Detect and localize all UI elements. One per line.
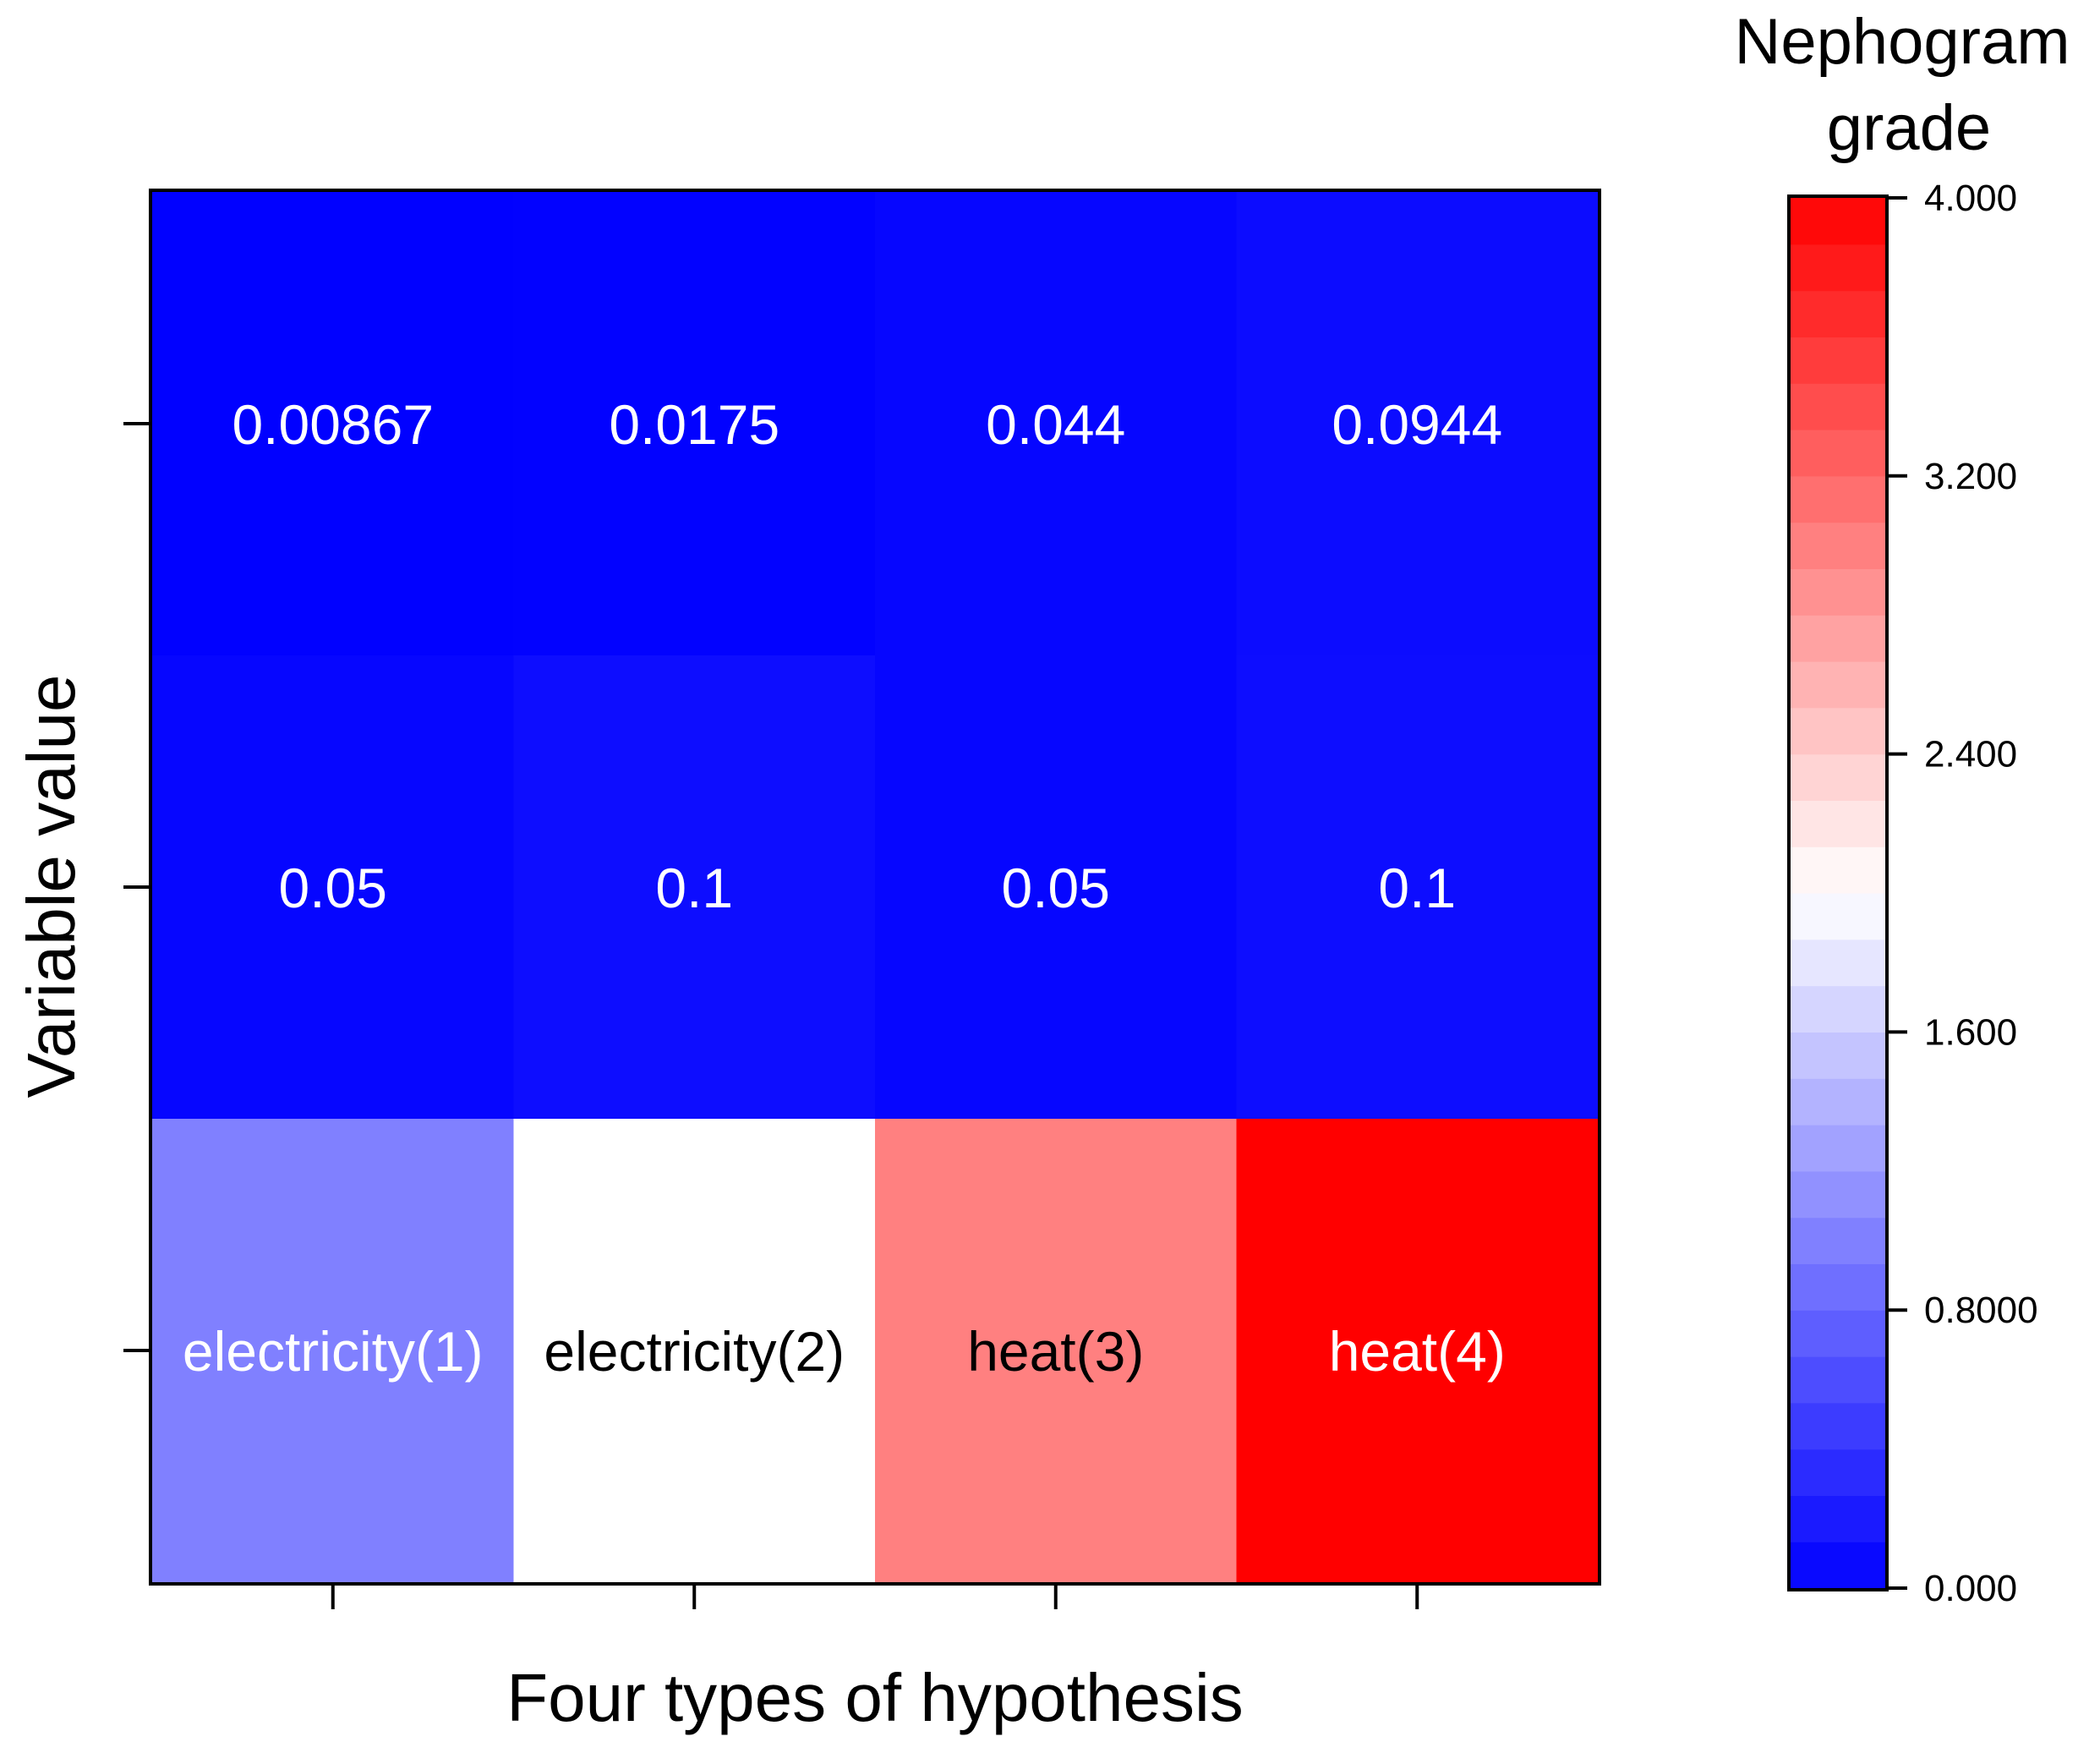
- cell-label-r3-c2: electricity(2): [544, 1320, 845, 1383]
- cell-label-r1-c4: 0.0944: [1332, 393, 1502, 456]
- cell-label-r2-c2: 0.1: [655, 857, 733, 919]
- colorbar-tick-label-3: 1.600: [1924, 1011, 2017, 1053]
- colorbar: 0.000 0.8000 1.600 2.400 3.200 4.000 Nephogra…: [1734, 6, 2070, 1609]
- colorbar-band-17: [1791, 800, 1885, 847]
- heatmap-cell-r2-c4: [1236, 655, 1599, 1120]
- colorbar-tick-label-2: 0.8000: [1924, 1290, 2038, 1331]
- colorbar-band-19: [1791, 707, 1885, 755]
- colorbar-band-9: [1791, 1170, 1885, 1219]
- cell-label-r2-c4: 0.1: [1378, 857, 1456, 919]
- heatmap-cell-r1-c3: [875, 192, 1237, 656]
- x-axis-title: Four types of hypothesis: [506, 1660, 1244, 1735]
- heatmap-cell-r3-c3: [875, 1119, 1237, 1583]
- heatmap-cell-r1-c1: [152, 192, 514, 656]
- cell-label-r2-c1: 0.05: [279, 857, 387, 919]
- colorbar-band-27: [1791, 337, 1885, 384]
- colorbar-band-28: [1791, 290, 1885, 337]
- colorbar-band-11: [1791, 1078, 1885, 1126]
- cell-label-r3-c4: heat(4): [1329, 1320, 1506, 1383]
- colorbar-band-29: [1791, 244, 1885, 292]
- heatmap-cell-r3-c1: [152, 1119, 514, 1583]
- cell-label-r1-c2: 0.0175: [609, 393, 779, 456]
- colorbar-band-2: [1791, 1495, 1885, 1542]
- colorbar-tick-label-4: 2.400: [1924, 734, 2017, 775]
- colorbar-band-16: [1791, 846, 1885, 894]
- colorbar-band-3: [1791, 1449, 1885, 1496]
- colorbar-band-21: [1791, 615, 1885, 662]
- colorbar-band-6: [1791, 1310, 1885, 1357]
- axis-ticks: [123, 422, 1419, 1609]
- heatmap-cell-r3-c2: [513, 1119, 876, 1583]
- colorbar-band-10: [1791, 1125, 1885, 1172]
- cell-label-r3-c1: electricity(1): [183, 1320, 484, 1383]
- heatmap-cell-r1-c2: [513, 192, 876, 656]
- colorbar-title-line-2: grade: [1827, 92, 1991, 164]
- colorbar-band-14: [1791, 939, 1885, 987]
- colorbar-band-20: [1791, 661, 1885, 709]
- cell-label-r1-c1: 0.00867: [232, 393, 434, 456]
- colorbar-band-4: [1791, 1402, 1885, 1450]
- colorbar-frame: [1787, 194, 1889, 1591]
- colorbar-band-8: [1791, 1217, 1885, 1264]
- colorbar-bands: [1791, 198, 1885, 1589]
- colorbar-band-24: [1791, 475, 1885, 523]
- y-axis-title: Variable value: [14, 674, 89, 1098]
- heatmap-cells: [152, 192, 1599, 1583]
- cell-labels: 0.00867 0.0175 0.044 0.0944 0.05 0.1 0.05 0.1 el…: [183, 393, 1506, 1383]
- heatmap-cell-r2-c2: [513, 655, 876, 1120]
- colorbar-band-12: [1791, 1032, 1885, 1079]
- colorbar-band-15: [1791, 893, 1885, 940]
- colorbar-band-1: [1791, 1542, 1885, 1589]
- colorbar-tick-label-5: 3.200: [1924, 456, 2017, 497]
- colorbar-title-line-1: Nephogram: [1734, 6, 2070, 78]
- cell-label-r2-c3: 0.05: [1002, 857, 1110, 919]
- cell-label-r1-c3: 0.044: [986, 393, 1125, 456]
- colorbar-band-23: [1791, 522, 1885, 569]
- colorbar-band-5: [1791, 1356, 1885, 1404]
- colorbar-tick-label-1: 0.000: [1924, 1568, 2017, 1609]
- colorbar-band-13: [1791, 985, 1885, 1033]
- colorbar-tick-label-6: 4.000: [1924, 178, 2017, 219]
- heatmap-cell-r2-c3: [875, 655, 1237, 1120]
- heatmap-cell-r2-c1: [152, 655, 514, 1120]
- colorbar-band-18: [1791, 753, 1885, 801]
- colorbar-ticks: 0.000 0.8000 1.600 2.400 3.200 4.000: [1887, 178, 2038, 1609]
- colorbar-band-26: [1791, 383, 1885, 430]
- heatmap-cell-r3-c4: [1236, 1119, 1599, 1583]
- colorbar-band-7: [1791, 1263, 1885, 1311]
- heatmap-cell-r1-c4: [1236, 192, 1599, 656]
- colorbar-band-22: [1791, 568, 1885, 616]
- cell-label-r3-c3: heat(3): [967, 1320, 1144, 1383]
- colorbar-band-25: [1791, 430, 1885, 477]
- colorbar-band-30: [1791, 198, 1885, 245]
